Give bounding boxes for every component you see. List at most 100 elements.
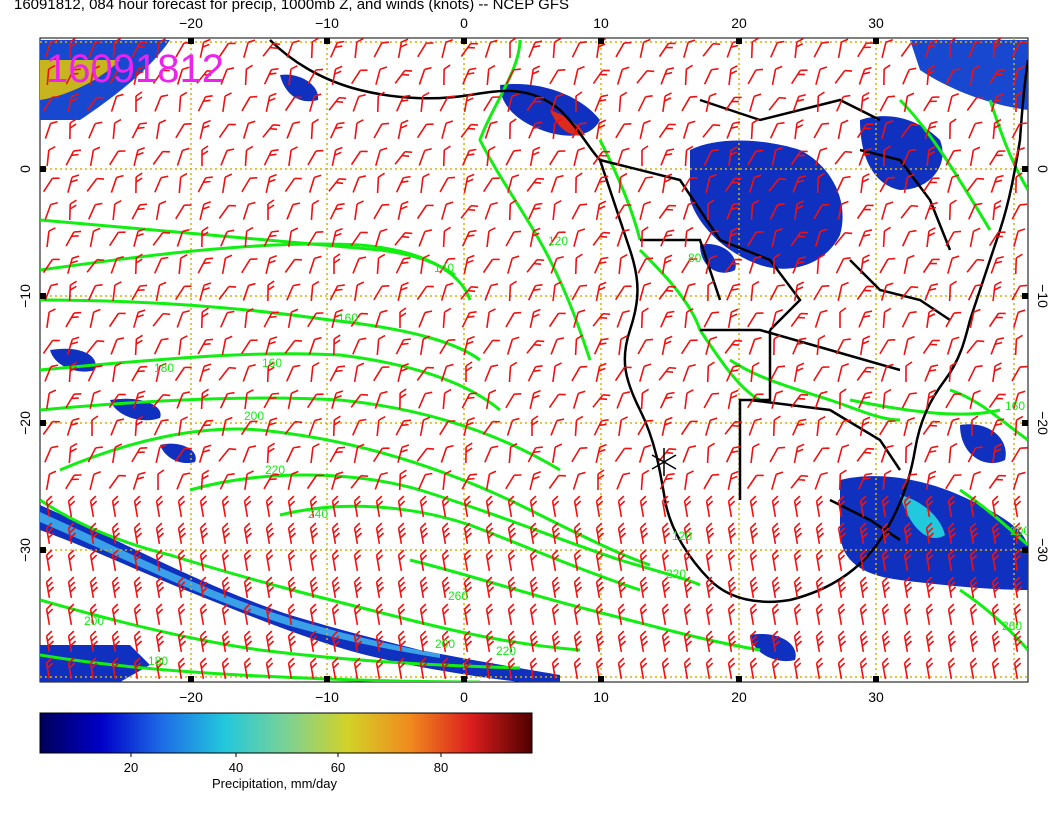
wind-barb [176, 391, 191, 409]
wind-barb [242, 282, 256, 301]
wind-barb [287, 630, 297, 653]
wind-barb [397, 630, 407, 653]
wind-barb [265, 92, 277, 112]
wind-barb [439, 257, 456, 274]
wind-barb [376, 334, 386, 356]
wind-barb [575, 91, 583, 112]
date-stamp: 16091812 [46, 47, 224, 91]
wind-barb [592, 312, 611, 327]
wind-barb [397, 522, 407, 545]
wind-barb [505, 149, 522, 166]
wind-barb [310, 118, 320, 140]
wind-barb [134, 334, 144, 356]
wind-barb [815, 630, 825, 653]
wind-barb [724, 177, 742, 193]
wind-barb [924, 39, 938, 58]
wind-barb [859, 416, 871, 437]
wind-barb [44, 120, 58, 139]
wind-barb [726, 202, 741, 220]
wind-barb [922, 339, 940, 355]
wind-barb [199, 495, 208, 518]
wind-barb [681, 95, 698, 112]
wind-barb [178, 335, 188, 356]
precip-northwest-core [40, 60, 120, 100]
wind-barb [593, 337, 609, 355]
wind-barb [641, 226, 649, 248]
wind-barb [924, 445, 939, 463]
wind-barb [1011, 365, 1028, 382]
wind-barb [837, 603, 846, 626]
wind-barb [637, 419, 654, 436]
wind-barb [220, 148, 235, 166]
wind-barb [705, 92, 717, 112]
wind-barb [44, 283, 59, 301]
wind-barb [243, 603, 252, 626]
wind-barb [900, 42, 918, 57]
wind-barb [813, 41, 830, 58]
wind-barb [310, 280, 320, 302]
wind-barb [354, 38, 364, 59]
wind-barb [108, 393, 126, 409]
contour-label: 120 [672, 529, 692, 543]
lat-tick-left: −30 [17, 538, 33, 562]
wind-barb [772, 415, 781, 437]
wind-barb [353, 576, 363, 599]
wind-barb [618, 91, 628, 113]
contour-labels: 80 120 140 160 180 160 200 220 240 260 200 180 220 20… [84, 234, 1030, 668]
wind-barb [991, 630, 1001, 653]
wind-barb [91, 415, 99, 436]
wind-barb [617, 630, 627, 653]
wind-barb [244, 307, 254, 329]
wind-barb [658, 366, 677, 381]
wind-barb [595, 119, 607, 140]
wind-barb [263, 392, 280, 409]
wind-barb [551, 443, 563, 464]
wind-barb [218, 285, 237, 300]
wind-barb [284, 339, 303, 354]
wind-barb [353, 495, 362, 518]
wind-barb [573, 603, 582, 626]
wind-barb [639, 495, 648, 518]
contour-label: 220 [666, 567, 686, 581]
wind-barb [969, 630, 979, 653]
wind-barb [925, 389, 937, 410]
wind-barb [574, 415, 584, 437]
wind-barb [507, 657, 516, 680]
wind-barb [329, 121, 345, 139]
wind-barb [242, 363, 256, 382]
lat-tick-right: −30 [1035, 538, 1051, 562]
wind-barb [441, 549, 450, 572]
wind-barb [637, 176, 653, 193]
wind-barb [750, 199, 760, 221]
wind-barb [551, 603, 560, 626]
wind-barb [815, 66, 828, 85]
wind-barb [375, 603, 384, 626]
wind-barb [265, 630, 275, 653]
wind-barb [155, 630, 165, 653]
wind-barb [87, 283, 103, 301]
wind-barb [354, 200, 364, 221]
wind-barb [947, 174, 960, 193]
wind-barb [420, 91, 430, 113]
wind-barb [243, 657, 252, 680]
wind-barb [903, 657, 912, 680]
wind-barb [287, 522, 297, 545]
wind-barb [309, 603, 318, 626]
wind-barb [157, 469, 165, 490]
wind-barb [42, 420, 60, 435]
wind-barb [529, 522, 539, 545]
contour-label: 200 [1010, 524, 1030, 538]
wind-barb [900, 123, 919, 138]
wind-barb [618, 335, 628, 356]
wind-barb [859, 522, 869, 545]
wind-barb [815, 657, 824, 680]
wind-barb [86, 339, 105, 354]
wind-barb [89, 603, 98, 626]
wind-barb [419, 416, 431, 437]
wind-barb [860, 91, 870, 113]
wind-barb [924, 364, 939, 382]
wind-barb [199, 549, 208, 572]
wind-barb [333, 334, 341, 356]
wind-barb [724, 258, 742, 273]
wind-barb [242, 445, 257, 463]
